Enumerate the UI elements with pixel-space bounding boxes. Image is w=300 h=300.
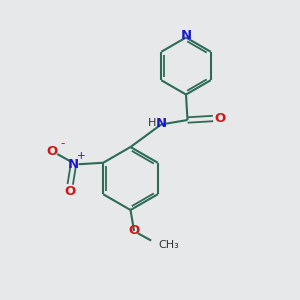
Text: N: N (68, 158, 79, 171)
Text: CH₃: CH₃ (159, 239, 179, 250)
Text: O: O (129, 224, 140, 238)
Text: O: O (64, 185, 76, 198)
Text: O: O (46, 145, 58, 158)
Text: N: N (156, 116, 167, 130)
Text: O: O (214, 112, 225, 125)
Text: -: - (61, 137, 65, 150)
Text: N: N (180, 28, 192, 42)
Text: H: H (148, 118, 156, 128)
Text: +: + (77, 151, 85, 161)
